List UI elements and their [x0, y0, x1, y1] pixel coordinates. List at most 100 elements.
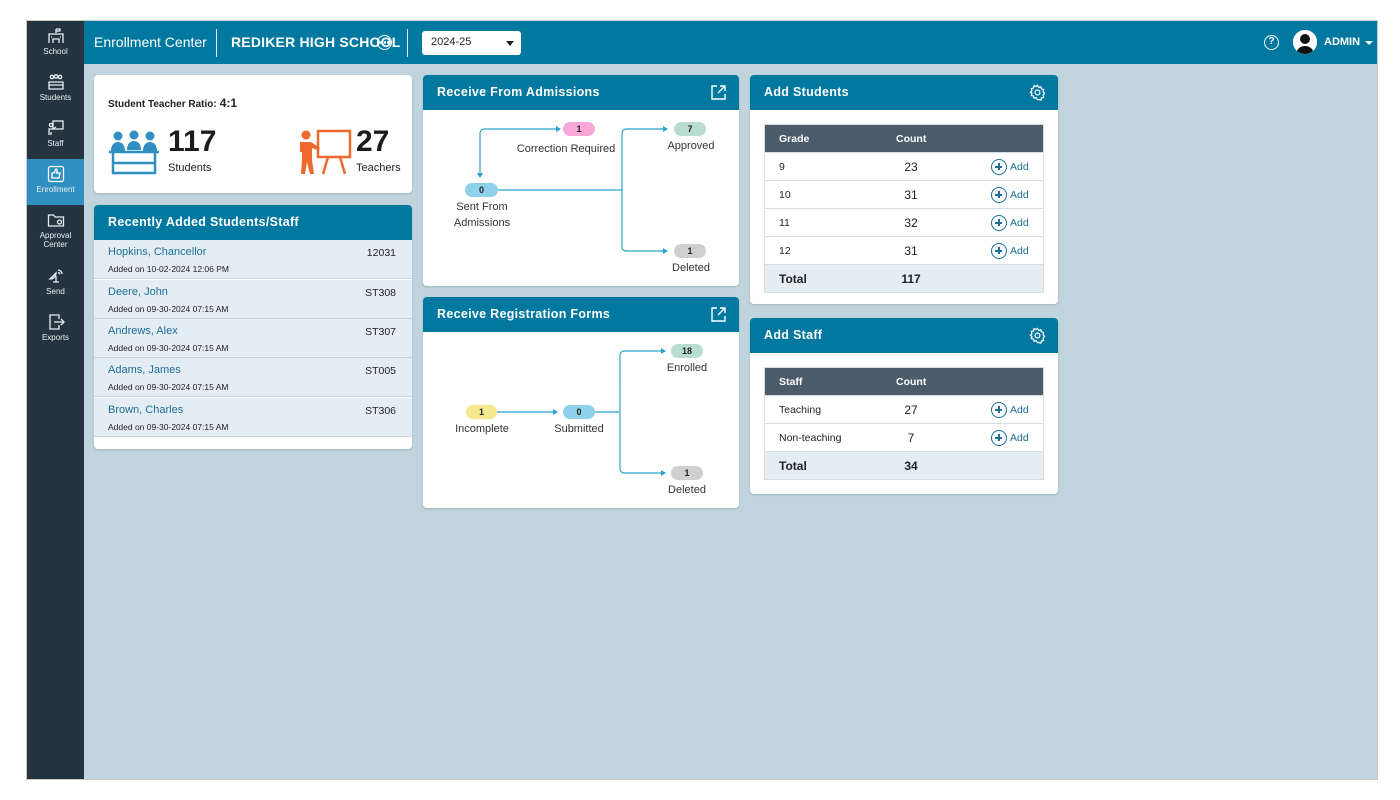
recent-name[interactable]: Deere, John — [108, 286, 168, 298]
enrolled-count-badge[interactable]: 18 — [671, 344, 703, 358]
teachers-count: 27 — [356, 125, 390, 158]
app-title: Enrollment Center — [94, 34, 207, 50]
count-value: 31 — [904, 244, 918, 258]
gear-icon[interactable] — [1029, 84, 1046, 101]
add-button[interactable]: Add — [991, 402, 1029, 418]
recent-date: Added on 09-30-2024 07:15 AM — [108, 343, 229, 353]
students-icon — [47, 74, 64, 90]
list-item[interactable]: Adams, James Added on 09-30-2024 07:15 A… — [94, 358, 412, 397]
recent-name[interactable]: Brown, Charles — [108, 404, 184, 416]
header: Enrollment Center REDIKER HIGH SCHOOL 20… — [84, 21, 1377, 64]
chevron-down-icon[interactable] — [1365, 41, 1373, 45]
recent-name[interactable]: Andrews, Alex — [108, 325, 178, 337]
add-button[interactable]: Add — [991, 187, 1029, 203]
count-value: 32 — [904, 216, 918, 230]
sidebar-item-exports[interactable]: Exports — [27, 307, 84, 353]
sidebar-item-school[interactable]: School — [27, 21, 84, 67]
recent-name[interactable]: Hopkins, Chancellor — [108, 246, 207, 258]
staff-type-cell: Non-teaching — [779, 432, 842, 444]
open-external-icon[interactable] — [710, 84, 727, 101]
deleted-label: Deleted — [668, 484, 706, 496]
add-label: Add — [1010, 432, 1029, 444]
sent-count-badge[interactable]: 0 — [465, 183, 498, 197]
teachers-label: Teachers — [356, 162, 401, 174]
help-icon[interactable]: ? — [1264, 35, 1279, 50]
gear-icon[interactable] — [1029, 327, 1046, 344]
list-item[interactable]: Andrews, Alex Added on 09-30-2024 07:15 … — [94, 319, 412, 358]
list-item[interactable]: Deere, John Added on 09-30-2024 07:15 AM… — [94, 280, 412, 319]
add-students-card: Add Students Grade Count 9 23 Add 10 31 … — [750, 75, 1058, 304]
sidebar-item-send[interactable]: Send — [27, 261, 84, 307]
sidebar-item-label: Exports — [41, 333, 70, 342]
table-header: Grade Count — [765, 125, 1043, 152]
column-header-grade: Grade — [779, 133, 810, 145]
deleted-count-badge[interactable]: 1 — [671, 466, 703, 480]
header-divider — [407, 29, 408, 57]
avatar[interactable] — [1293, 30, 1317, 54]
add-button[interactable]: Add — [991, 159, 1029, 175]
sent-label-line1: Sent From — [456, 201, 508, 213]
table-row: 11 32 Add — [765, 208, 1043, 236]
count-value: 27 — [904, 403, 918, 417]
add-button[interactable]: Add — [991, 215, 1029, 231]
submitted-count-badge[interactable]: 0 — [563, 405, 595, 419]
open-external-icon[interactable] — [710, 306, 727, 323]
ratio-label: Student Teacher Ratio: 4:1 — [108, 96, 237, 110]
admissions-header: Receive From Admissions — [423, 75, 739, 110]
folder-icon — [47, 214, 64, 227]
recent-name[interactable]: Adams, James — [108, 364, 181, 376]
add-button[interactable]: Add — [991, 430, 1029, 446]
sidebar-item-label: Students — [39, 93, 72, 102]
plus-circle-icon — [991, 402, 1007, 418]
total-value: 34 — [904, 459, 918, 473]
school-year-select[interactable]: 2024-25 — [422, 31, 521, 55]
sidebar-item-staff[interactable]: Staff — [27, 113, 84, 159]
ratio-label-text: Student Teacher Ratio: — [108, 99, 217, 110]
sidebar-item-approval-center[interactable]: Approval Center — [27, 205, 84, 257]
column-header-staff: Staff — [779, 376, 803, 388]
user-name[interactable]: ADMIN — [1324, 36, 1361, 48]
total-label: Total — [779, 272, 807, 286]
recent-card: Recently Added Students/Staff Hopkins, C… — [94, 205, 412, 449]
table-row: Teaching 27 Add — [765, 395, 1043, 423]
column-header-count: Count — [896, 133, 927, 145]
recent-title: Recently Added Students/Staff — [94, 205, 412, 240]
plus-circle-icon — [991, 430, 1007, 446]
approved-count-badge[interactable]: 7 — [674, 122, 706, 136]
school-name: REDIKER HIGH SCHOOL — [231, 34, 401, 50]
recent-id: ST005 — [365, 365, 396, 377]
list-item[interactable]: Brown, Charles Added on 09-30-2024 07:15… — [94, 398, 412, 437]
ratio-value: 4:1 — [219, 96, 238, 110]
add-staff-title: Add Staff — [764, 328, 823, 342]
submitted-label: Submitted — [554, 423, 604, 435]
admissions-card: Receive From Admissions 1 Correction Req… — [423, 75, 739, 286]
students-icon — [109, 130, 159, 175]
recent-id: 12031 — [366, 247, 396, 259]
add-staff-card: Add Staff Staff Count Teaching 27 Add No… — [750, 318, 1058, 494]
list-item[interactable]: Hopkins, Chancellor Added on 10-02-2024 … — [94, 240, 412, 279]
table-header: Staff Count — [765, 368, 1043, 395]
admissions-flow-lines — [477, 126, 668, 254]
correction-label: Correction Required — [516, 143, 616, 155]
sidebar-item-enrollment[interactable]: Enrollment — [27, 159, 84, 205]
staff-type-cell: Teaching — [779, 404, 822, 416]
admissions-title: Receive From Admissions — [437, 85, 600, 99]
sidebar-item-students[interactable]: Students — [27, 67, 84, 113]
table-row: 10 31 Add — [765, 180, 1043, 208]
add-staff-header: Add Staff — [750, 318, 1058, 353]
sidebar-item-label: Enrollment — [36, 185, 75, 194]
more-options-icon[interactable] — [377, 35, 392, 50]
export-icon — [48, 314, 65, 330]
add-label: Add — [1010, 189, 1029, 201]
registration-title: Receive Registration Forms — [437, 307, 611, 321]
sidebar-item-label: Approval Center — [39, 231, 72, 249]
add-students-title: Add Students — [764, 85, 849, 99]
recent-date: Added on 10-02-2024 12:06 PM — [108, 264, 229, 274]
deleted-count-badge[interactable]: 1 — [674, 244, 706, 258]
sidebar-item-label: School — [43, 47, 68, 56]
add-button[interactable]: Add — [991, 243, 1029, 259]
correction-count-badge[interactable]: 1 — [563, 122, 595, 136]
incomplete-count-badge[interactable]: 1 — [466, 405, 497, 419]
table-row: 12 31 Add — [765, 236, 1043, 264]
recent-id: ST306 — [365, 405, 396, 417]
